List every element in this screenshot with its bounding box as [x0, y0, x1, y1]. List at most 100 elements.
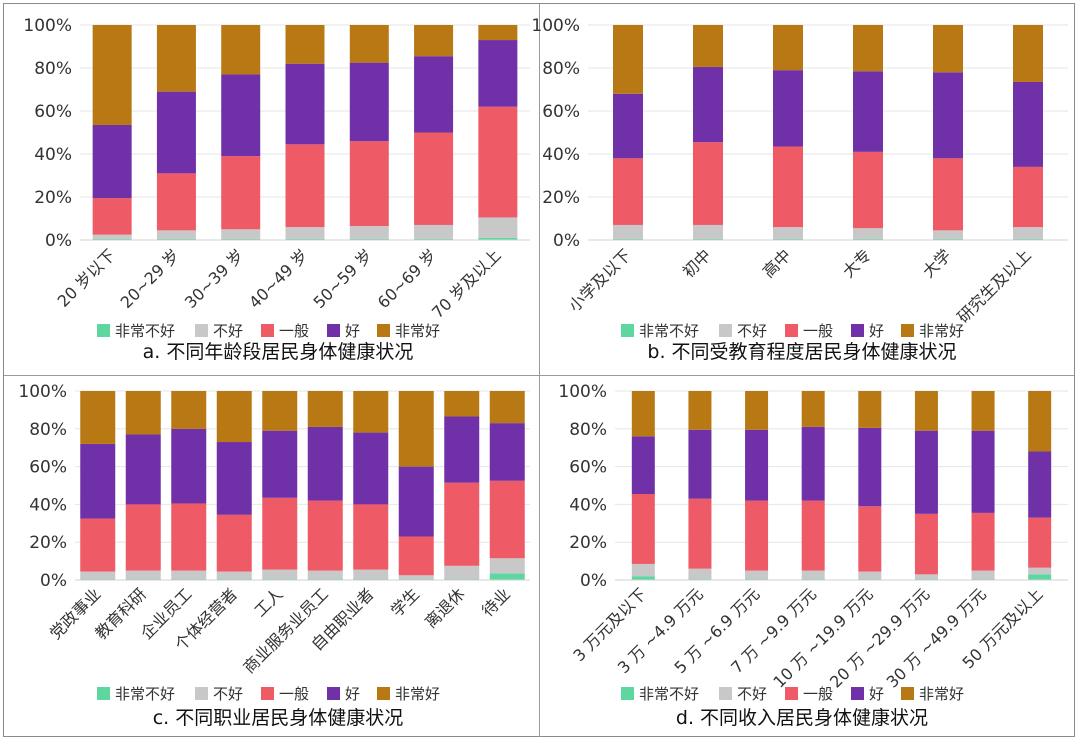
legend-swatch-非常好	[901, 324, 914, 337]
bar-segment-不好-50万元及以上	[1028, 567, 1052, 575]
y-tick-label: 20%	[29, 533, 67, 553]
legend-swatch-不好	[195, 324, 208, 337]
legend-swatch-一般	[261, 324, 274, 337]
legend-swatch-不好	[719, 324, 732, 337]
bar-segment-非常好-5万~6.9万元	[745, 391, 769, 430]
legend-label: 非常不好	[115, 322, 175, 340]
bar-segment-不好-5万~6.9万元	[745, 570, 769, 580]
legend-label: 一般	[279, 685, 309, 703]
legend-label: 一般	[803, 685, 833, 703]
y-tick-label: 100%	[18, 382, 67, 402]
legend-swatch-非常好	[377, 687, 390, 700]
legend-label: 好	[869, 322, 884, 340]
legend: 非常不好 不好 一般 好 非常好	[97, 322, 440, 340]
bar-segment-非常不好-50万元及以上	[1028, 574, 1052, 580]
legend-swatch-非常好	[377, 324, 390, 337]
x-tick-label: 学生	[387, 584, 423, 620]
bar-segment-好-3万元及以下	[631, 436, 655, 495]
bar-segment-不好-工人	[262, 569, 298, 580]
bar-segment-好-教育科研	[125, 434, 161, 505]
bar-segment-不好-教育科研	[125, 570, 161, 580]
x-tick-label: 20 岁以下	[54, 245, 119, 310]
legend-swatch-不好	[195, 687, 208, 700]
bar-segment-一般-40~49岁	[285, 144, 325, 228]
x-tick-label: 高中	[759, 245, 795, 281]
bar-segment-好-待业	[489, 423, 525, 481]
bar-segment-非常好-企业员工	[171, 391, 207, 429]
x-tick-label: 20~29 岁	[117, 245, 184, 312]
x-tick-label: 70 岁及以上	[428, 245, 505, 322]
bar-segment-一般-20万~29.9万元	[914, 513, 938, 575]
bar-segment-一般-50万元及以上	[1028, 517, 1052, 568]
bar-segment-好-自由职业者	[353, 432, 389, 505]
x-tick-label: 50~59 岁	[309, 245, 376, 312]
legend-label: 好	[345, 685, 360, 703]
bar-segment-非常好-商业服务业员工	[307, 391, 343, 427]
x-tick-label: 待业	[478, 584, 514, 620]
bar-segment-非常不好-3万元及以下	[631, 576, 655, 580]
bar-segment-不好-60~69岁	[414, 224, 454, 239]
bar-segment-非常好-小学及以下	[613, 25, 643, 94]
x-tick-label: 大专	[839, 245, 875, 281]
bar-segment-一般-小学及以下	[613, 158, 643, 225]
legend-label: 非常不好	[639, 322, 699, 340]
bar-segment-非常好-20岁以下	[92, 25, 132, 125]
bar-segment-一般-初中	[693, 142, 723, 225]
bar-segment-非常好-20~29岁	[156, 25, 196, 92]
y-tick-label: 80%	[34, 59, 72, 79]
bar-segment-非常好-教育科研	[125, 391, 161, 435]
x-tick-label: 20 万 ~29.9 万元	[826, 584, 933, 691]
bar-segment-一般-自由职业者	[353, 504, 389, 570]
bar-segment-好-工人	[262, 430, 298, 498]
x-tick-label: 30 万 ~49.9 万元	[883, 584, 990, 691]
y-tick-label: 80%	[29, 420, 67, 440]
legend-swatch-非常不好	[621, 687, 634, 700]
bar-segment-不好-20万~29.9万元	[914, 574, 938, 580]
bar-segment-非常好-40~49岁	[285, 25, 325, 64]
legend-swatch-好	[851, 687, 864, 700]
bar-segment-好-40~49岁	[285, 63, 325, 145]
bar-segment-非常好-初中	[693, 25, 723, 67]
bar-segment-非常不好-60~69岁	[414, 238, 454, 240]
x-tick-label: 工人	[251, 584, 287, 620]
legend-label: 好	[345, 322, 360, 340]
bar-segment-非常好-工人	[262, 391, 298, 431]
bar-segment-非常不好-小学及以下	[613, 238, 643, 240]
bar-segment-一般-企业员工	[171, 503, 207, 571]
bar-segment-非常好-30万~49.9万元	[971, 391, 995, 431]
bar-segment-好-20~29岁	[156, 91, 196, 174]
bar-segment-非常好-学生	[398, 391, 434, 467]
bar-segment-非常好-60~69岁	[414, 25, 454, 57]
bar-segment-好-个体经营者	[216, 442, 252, 515]
x-tick-label: 大学	[919, 245, 955, 281]
bar-segment-一般-学生	[398, 536, 434, 576]
bar-segment-非常不好-研究生及以上	[1013, 238, 1043, 240]
legend-swatch-不好	[719, 687, 732, 700]
bar-segment-好-30万~49.9万元	[971, 430, 995, 513]
bar-segment-非常好-10万~19.9万元	[858, 391, 882, 428]
y-tick-label: 100%	[531, 16, 580, 36]
legend-swatch-好	[851, 324, 864, 337]
x-tick-label: 60~69 岁	[374, 245, 441, 312]
bar-segment-好-60~69岁	[414, 56, 454, 133]
legend-label: 非常不好	[115, 685, 175, 703]
x-tick-label: 30~39 岁	[181, 245, 248, 312]
bar-segment-一般-70岁及以上	[478, 106, 518, 218]
bar-segment-一般-3万~4.9万元	[688, 498, 712, 569]
bar-segment-不好-学生	[398, 575, 434, 580]
bar-segment-好-学生	[398, 466, 434, 537]
x-tick-label: 研究生及以上	[954, 245, 1035, 326]
bar-segment-不好-30~39岁	[221, 229, 261, 239]
chart-title: c. 不同职业居民身体健康状况	[153, 707, 404, 729]
bar-segment-一般-高中	[773, 146, 803, 228]
bar-segment-一般-20~29岁	[156, 173, 196, 231]
bar-segment-不好-10万~19.9万元	[858, 571, 882, 580]
bar-segment-非常好-7万~9.9万元	[801, 391, 825, 427]
y-tick-label: 0%	[45, 231, 72, 251]
legend-label: 不好	[737, 322, 767, 340]
bar-segment-不好-高中	[773, 227, 803, 239]
